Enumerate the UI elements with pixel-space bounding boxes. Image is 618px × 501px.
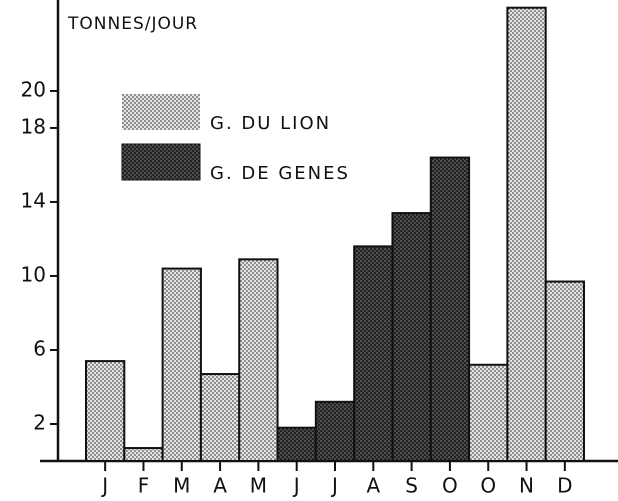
x-tick-label: O [442, 474, 458, 498]
legend-swatch [121, 143, 201, 181]
y-tick-label: 14 [21, 188, 46, 212]
legend-label: G. DU LION [210, 113, 331, 134]
bar [353, 245, 394, 462]
bar [314, 400, 356, 462]
legend-swatch [122, 94, 200, 130]
x-tick-label: N [519, 474, 534, 498]
x-tick-label: J [292, 474, 300, 498]
x-tick-label: F [138, 474, 150, 498]
x-tick-label: M [250, 474, 267, 498]
x-tick-label: J [100, 474, 108, 498]
x-tick-label: A [213, 474, 227, 498]
y-tick-label: 20 [21, 77, 46, 101]
x-tick-label: A [366, 474, 380, 498]
y-tick-label: 10 [21, 262, 46, 286]
x-tick-label: J [330, 474, 338, 498]
bar [468, 363, 509, 462]
bar [199, 373, 241, 463]
y-axis-label: TONNES/JOUR [67, 14, 198, 34]
x-tick-label: D [557, 474, 572, 498]
y-tick-label: 2 [33, 410, 46, 434]
y-tick-label: 6 [33, 336, 46, 360]
x-tick-label: O [480, 474, 496, 498]
x-tick-label: S [405, 474, 418, 498]
bar [544, 280, 586, 462]
bar [506, 6, 547, 462]
x-tick-label: M [173, 474, 190, 498]
bar [429, 156, 471, 462]
y-tick-label: 18 [21, 114, 46, 138]
bar [276, 426, 317, 462]
bar [161, 267, 202, 462]
legend-label: G. DE GENES [210, 163, 350, 184]
bar [238, 258, 279, 462]
bar [85, 360, 126, 463]
bar [391, 212, 432, 462]
bar [123, 447, 164, 463]
